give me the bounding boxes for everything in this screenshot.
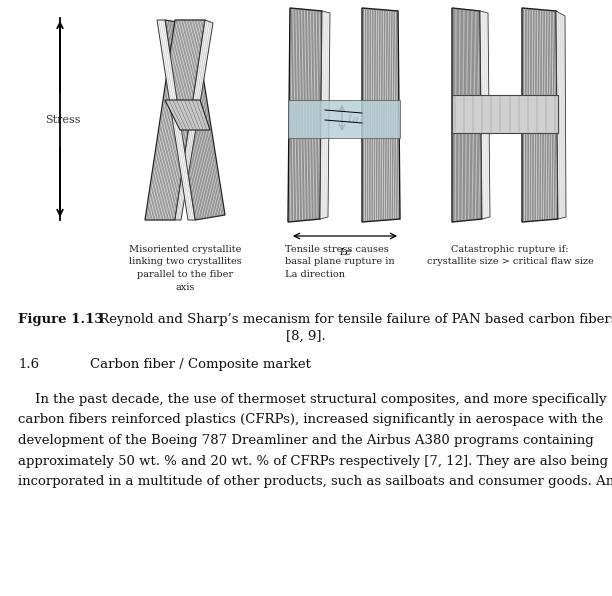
Text: Figure 1.13: Figure 1.13 <box>18 313 103 326</box>
Text: 1.6: 1.6 <box>18 358 39 371</box>
Polygon shape <box>480 11 490 219</box>
Text: carbon fibers reinforced plastics (CFRPs), increased significantly in aerospace : carbon fibers reinforced plastics (CFRPs… <box>18 414 603 427</box>
Text: Misoriented crystallite
linking two crystallites
parallel to the fiber
axis: Misoriented crystallite linking two crys… <box>129 245 241 291</box>
Polygon shape <box>175 20 213 220</box>
Polygon shape <box>157 20 195 220</box>
Text: development of the Boeing 787 Dreamliner and the Airbus A380 programs containing: development of the Boeing 787 Dreamliner… <box>18 434 594 447</box>
Polygon shape <box>556 11 566 219</box>
Text: Reynold and Sharp’s mecanism for tensile failure of PAN based carbon fibers: Reynold and Sharp’s mecanism for tensile… <box>95 313 612 326</box>
Text: Carbon fiber / Composite market: Carbon fiber / Composite market <box>90 358 311 371</box>
Polygon shape <box>320 11 330 219</box>
Text: approximately 50 wt. % and 20 wt. % of CFRPs respectively [7, 12]. They are also: approximately 50 wt. % and 20 wt. % of C… <box>18 455 608 467</box>
Text: Tensile stress causes
basal plane rupture in
La direction: Tensile stress causes basal plane ruptur… <box>285 245 395 279</box>
Polygon shape <box>165 100 210 130</box>
Polygon shape <box>288 100 400 138</box>
Text: [8, 9].: [8, 9]. <box>286 330 326 343</box>
Text: Stress: Stress <box>45 115 81 125</box>
Text: Lc: Lc <box>339 248 351 257</box>
Text: In the past decade, the use of thermoset structural composites, and more specifi: In the past decade, the use of thermoset… <box>18 393 606 406</box>
Polygon shape <box>288 8 322 222</box>
Polygon shape <box>452 8 482 222</box>
Polygon shape <box>165 20 225 220</box>
Text: La: La <box>347 114 359 123</box>
Text: incorporated in a multitude of other products, such as sailboats and consumer go: incorporated in a multitude of other pro… <box>18 475 612 488</box>
Text: Catastrophic rupture if:
crystallite size > critical flaw size: Catastrophic rupture if: crystallite siz… <box>427 245 594 266</box>
Polygon shape <box>145 20 205 220</box>
Polygon shape <box>522 8 558 222</box>
Polygon shape <box>452 95 558 133</box>
Polygon shape <box>362 8 400 222</box>
